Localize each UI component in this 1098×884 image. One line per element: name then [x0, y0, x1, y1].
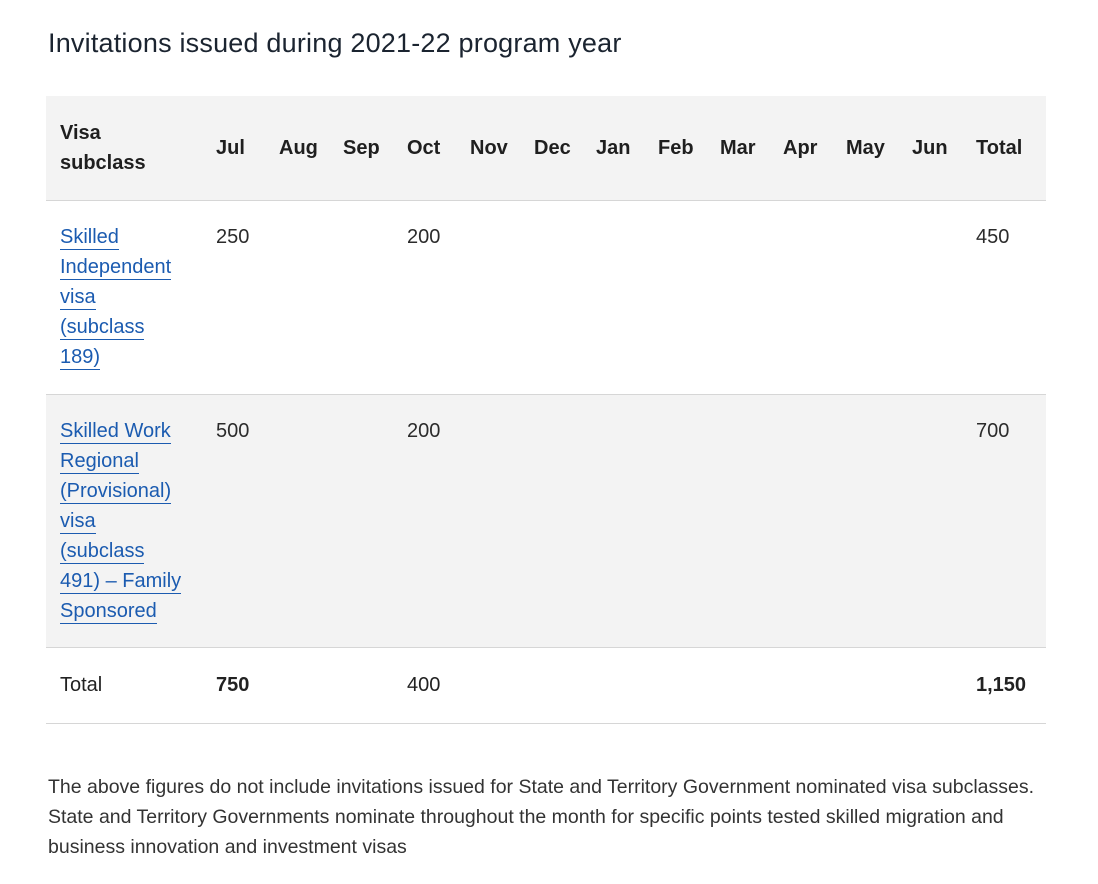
header-month-sep: Sep [343, 96, 407, 201]
cell-189-feb [658, 200, 720, 394]
total-oct: 400 [407, 674, 441, 696]
cell-189-dec [534, 200, 596, 394]
cell-189-sep [343, 200, 407, 394]
grand-total: 1,150 [976, 674, 1027, 696]
header-visa-line2: subclass [60, 151, 146, 174]
cell-491-sep [343, 394, 407, 647]
cell-189-may [846, 200, 912, 394]
header-month-may: May [846, 96, 912, 201]
visa-link-189-line1[interactable]: Skilled [60, 225, 119, 250]
header-month-aug: Aug [279, 96, 343, 201]
visa-link-491-line5[interactable]: (subclass [60, 539, 145, 564]
table-header-row: Visa subclass Jul Aug Sep Oct Nov Dec Ja… [46, 96, 1046, 201]
invitations-table: Visa subclass Jul Aug Sep Oct Nov Dec Ja… [46, 96, 1046, 724]
visa-link-189-line5[interactable]: 189) [60, 345, 101, 370]
cell-491-may [846, 394, 912, 647]
visa-link-491-line2[interactable]: Regional [60, 449, 139, 474]
header-month-jul: Jul [216, 96, 279, 201]
table-total-row: Total 750 400 1,150 [46, 647, 1046, 723]
cell-189-mar [720, 200, 783, 394]
header-month-jun: Jun [912, 96, 976, 201]
cell-491-aug [279, 394, 343, 647]
visa-link-491-line7[interactable]: Sponsored [60, 599, 157, 624]
visa-link-189-line4[interactable]: (subclass [60, 315, 145, 340]
total-sep [343, 647, 407, 723]
visa-cell-491: Skilled Work Regional (Provisional) visa… [46, 394, 216, 647]
total-apr [783, 647, 846, 723]
total-feb [658, 647, 720, 723]
total-nov [470, 647, 534, 723]
total-jun [912, 647, 976, 723]
total-aug [279, 647, 343, 723]
header-month-jan: Jan [596, 96, 658, 201]
cell-491-total: 700 [976, 419, 1010, 442]
header-month-dec: Dec [534, 96, 596, 201]
total-mar [720, 647, 783, 723]
header-visa-line1: Visa [60, 121, 101, 144]
cell-189-apr [783, 200, 846, 394]
total-dec [534, 647, 596, 723]
table-row-subclass-491: Skilled Work Regional (Provisional) visa… [46, 394, 1046, 647]
total-jul: 750 [216, 674, 250, 696]
table-row-subclass-189: Skilled Independent visa (subclass 189) … [46, 200, 1046, 394]
visa-link-189-line2[interactable]: Independent [60, 255, 172, 280]
cell-491-apr [783, 394, 846, 647]
header-month-oct: Oct [407, 96, 470, 201]
header-visa-subclass: Visa subclass [46, 96, 216, 201]
total-jan [596, 647, 658, 723]
visa-link-189-line3[interactable]: visa [60, 285, 96, 310]
footnote: The above figures do not include invitat… [48, 776, 1035, 858]
cell-189-jan [596, 200, 658, 394]
total-may [846, 647, 912, 723]
cell-491-oct: 200 [407, 419, 441, 442]
cell-189-oct: 200 [407, 225, 441, 248]
cell-491-mar [720, 394, 783, 647]
total-row-label: Total [60, 674, 103, 696]
visa-link-491-line6[interactable]: 491) – Family [60, 569, 182, 594]
cell-491-jun [912, 394, 976, 647]
cell-491-jul: 500 [216, 419, 250, 442]
cell-491-feb [658, 394, 720, 647]
cell-491-nov [470, 394, 534, 647]
header-month-mar: Mar [720, 96, 783, 201]
cell-189-nov [470, 200, 534, 394]
cell-189-jul: 250 [216, 225, 250, 248]
header-month-nov: Nov [470, 96, 534, 201]
header-month-apr: Apr [783, 96, 846, 201]
visa-cell-189: Skilled Independent visa (subclass 189) [46, 200, 216, 394]
cell-189-aug [279, 200, 343, 394]
page-title: Invitations issued during 2021-22 progra… [48, 28, 622, 58]
visa-link-491-line3[interactable]: (Provisional) [60, 479, 172, 504]
cell-189-jun [912, 200, 976, 394]
header-total: Total [976, 96, 1046, 201]
cell-491-dec [534, 394, 596, 647]
cell-491-jan [596, 394, 658, 647]
visa-link-491-line1[interactable]: Skilled Work [60, 419, 171, 444]
visa-link-491-line4[interactable]: visa [60, 509, 96, 534]
header-month-feb: Feb [658, 96, 720, 201]
cell-189-total: 450 [976, 225, 1010, 248]
